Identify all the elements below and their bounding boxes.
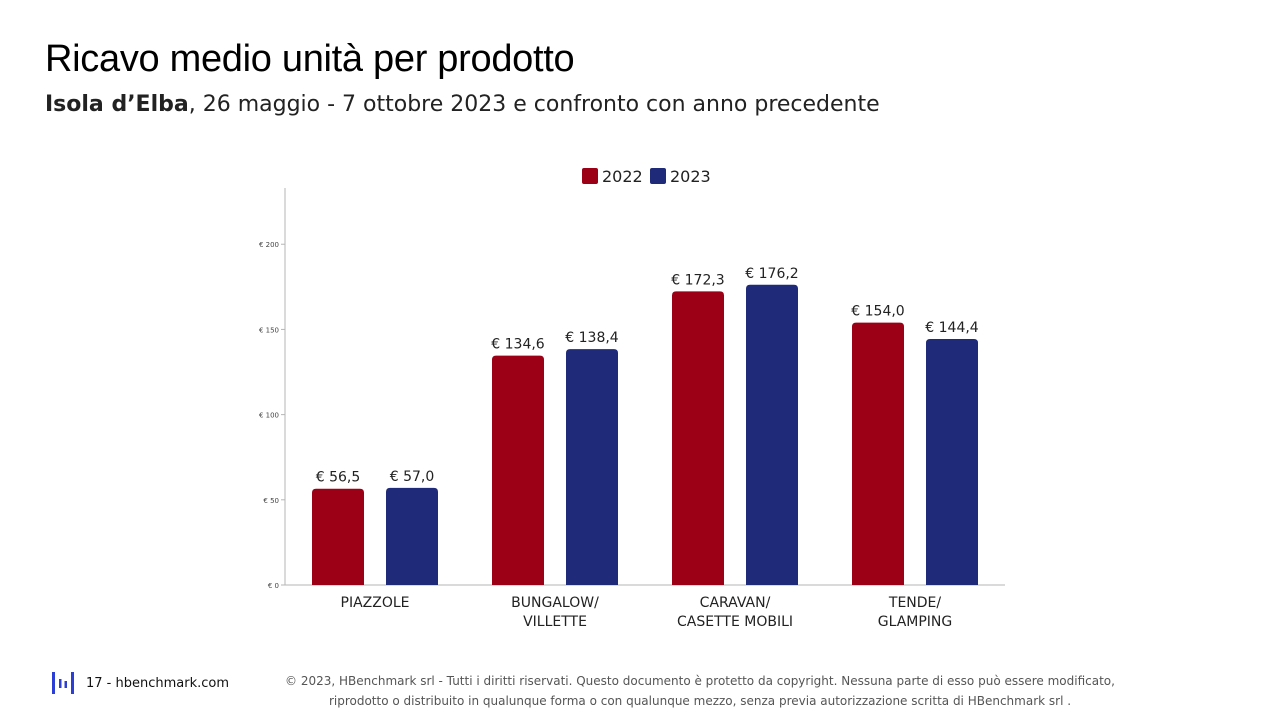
bar-2023-1 <box>566 349 618 585</box>
x-tick-label: TENDE/ <box>888 595 941 611</box>
page-subtitle: Isola d’Elba, 26 maggio - 7 ottobre 2023… <box>45 92 880 117</box>
subtitle-period: , 26 maggio - 7 ottobre 2023 e confronto… <box>188 92 880 117</box>
data-label: € 172,3 <box>671 272 724 288</box>
legend-label-2022: 2022 <box>602 167 643 186</box>
data-label: € 144,4 <box>925 320 979 336</box>
legend-swatch-2022 <box>582 168 598 184</box>
bar-2022-1 <box>492 355 544 585</box>
x-tick-label: CASETTE MOBILI <box>677 614 793 630</box>
copyright-line-1: © 2023, HBenchmark srl - Tutti i diritti… <box>285 674 1115 688</box>
x-tick-label: BUNGALOW/ <box>511 595 599 611</box>
y-tick-label: € 50 <box>263 497 279 505</box>
copyright-line-2: riprodotto o distribuito in qualunque fo… <box>328 694 1072 708</box>
legend-label-2023: 2023 <box>670 167 711 186</box>
page-title: Ricavo medio unità per prodotto <box>45 38 575 80</box>
bar-2022-0 <box>312 488 364 585</box>
bar-2023-2 <box>746 284 798 585</box>
data-label: € 134,6 <box>491 337 545 353</box>
data-label: € 154,0 <box>851 304 904 320</box>
data-label: € 56,5 <box>316 470 361 486</box>
bar-chart: € 0 € 50 € 100 € 150 € 200 € 56,5 € 134,6 € 172… <box>259 167 1005 630</box>
y-tick-label: € 200 <box>259 241 279 249</box>
bar-2022-3 <box>852 322 904 585</box>
x-tick-label: PIAZZOLE <box>341 595 410 611</box>
page-number: 17 - hbenchmark.com <box>86 675 230 691</box>
bar-2022-2 <box>672 291 724 585</box>
bar-2023-0 <box>386 487 438 585</box>
data-label: € 138,4 <box>565 330 619 346</box>
y-tick-label: € 0 <box>268 582 279 590</box>
x-tick-label: GLAMPING <box>878 614 953 630</box>
y-tick-label: € 150 <box>259 326 279 334</box>
bar-2023-3 <box>926 338 978 585</box>
copyright-notice: © 2023, HBenchmark srl - Tutti i diritti… <box>240 671 1160 711</box>
data-label: € 176,2 <box>745 266 798 282</box>
footer-page: 17 - hbenchmark.com <box>50 670 229 696</box>
x-tick-label: CARAVAN/ <box>700 595 771 611</box>
x-tick-label: VILLETTE <box>523 614 587 630</box>
subtitle-location: Isola d’Elba <box>45 92 189 117</box>
hbenchmark-logo-icon <box>52 672 74 694</box>
y-tick-label: € 100 <box>259 412 279 420</box>
data-label: € 57,0 <box>390 469 435 485</box>
legend-swatch-2023 <box>650 168 666 184</box>
